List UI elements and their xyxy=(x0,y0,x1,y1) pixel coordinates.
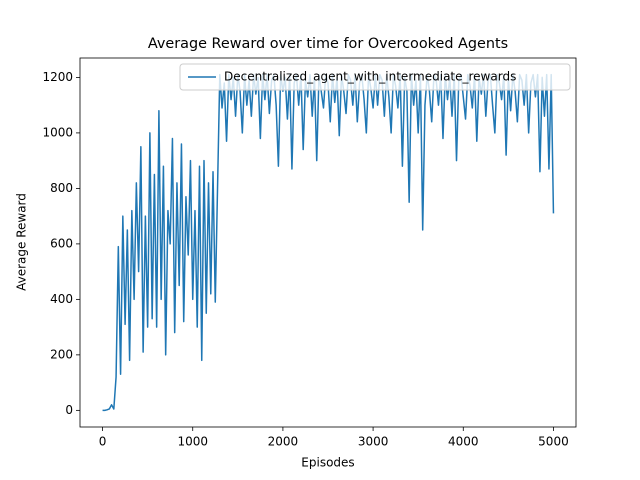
x-tick-label: 3000 xyxy=(358,435,389,449)
x-tick-label: 2000 xyxy=(268,435,299,449)
y-tick-label: 1000 xyxy=(42,125,73,139)
chart-title: Average Reward over time for Overcooked … xyxy=(148,36,508,52)
y-tick-label: 1200 xyxy=(42,70,73,84)
y-tick-label: 400 xyxy=(50,292,73,306)
x-axis-label: Episodes xyxy=(301,456,354,470)
x-tick-label: 4000 xyxy=(448,435,479,449)
y-tick-label: 200 xyxy=(50,347,73,361)
x-tick-label: 0 xyxy=(99,435,107,449)
legend-box xyxy=(179,63,571,91)
y-tick-label: 800 xyxy=(50,181,73,195)
y-tick-label: 600 xyxy=(50,236,73,250)
x-tick-label: 1000 xyxy=(177,435,208,449)
x-tick-label: 5000 xyxy=(538,435,569,449)
axes-frame xyxy=(79,57,577,428)
y-axis-label: Average Reward xyxy=(15,193,29,291)
legend: Decentralized_agent_with_intermediate_re… xyxy=(179,63,571,91)
legend-label: Decentralized_agent_with_intermediate_re… xyxy=(224,70,516,84)
y-tick-label: 0 xyxy=(65,403,73,417)
